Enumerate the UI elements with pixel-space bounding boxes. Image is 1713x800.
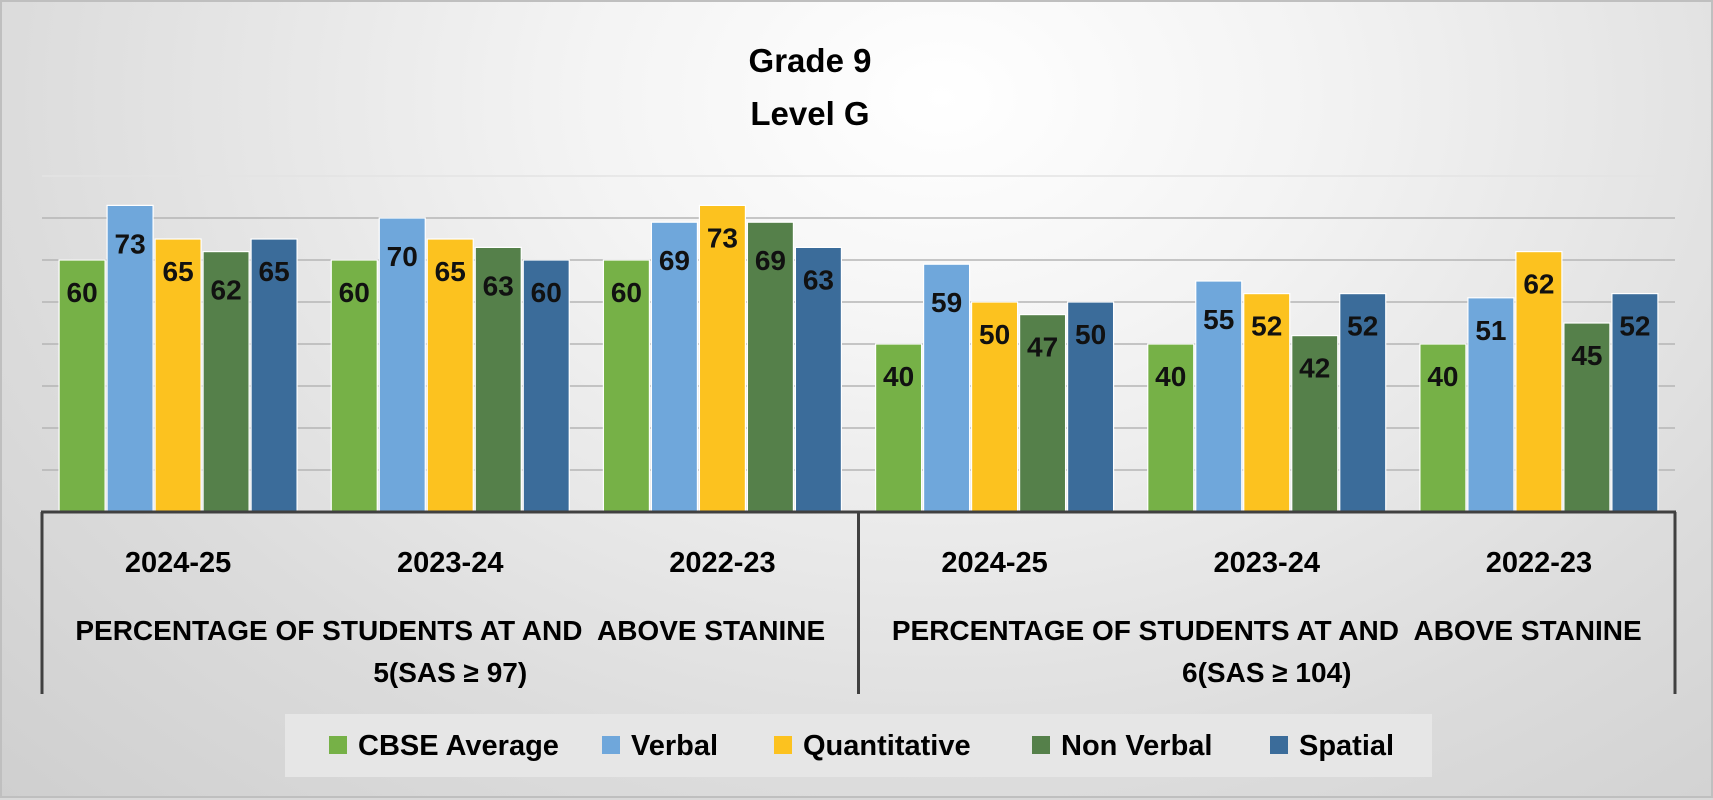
data-label: 73	[707, 222, 738, 253]
bar	[1243, 293, 1291, 513]
data-label: 63	[483, 270, 514, 301]
data-label: 73	[115, 228, 146, 259]
group-label: 5(SAS ≥ 97)	[373, 657, 527, 688]
legend-swatch	[1032, 736, 1050, 754]
data-label: 52	[1619, 311, 1650, 342]
data-label: 62	[211, 275, 242, 306]
legend-background	[285, 714, 1432, 777]
bar	[106, 204, 154, 513]
data-label: 60	[339, 277, 370, 308]
data-label: 69	[659, 245, 690, 276]
bar	[1339, 293, 1387, 513]
data-label: 40	[1427, 361, 1458, 392]
bar	[58, 259, 106, 513]
bar	[746, 221, 795, 513]
data-labels: 60 73 65 62 65 60 70 65 63 60 60 69 73 69 63 40 59 50 47 50…	[67, 222, 1651, 392]
data-label: 50	[1075, 319, 1106, 350]
bar	[970, 301, 1019, 513]
category-label: 2024-25	[125, 547, 231, 579]
data-label: 65	[435, 256, 466, 287]
category-label: 2022-23	[669, 547, 775, 579]
legend-label: Quantitative	[803, 730, 971, 762]
bar	[330, 259, 378, 513]
bar	[378, 217, 426, 513]
data-label: 60	[531, 277, 562, 308]
data-label: 69	[755, 245, 786, 276]
bar	[1563, 322, 1611, 513]
group-label: PERCENTAGE OF STUDENTS AT AND ABOVE STAN…	[75, 615, 825, 646]
bar	[1147, 343, 1195, 513]
data-label: 65	[163, 256, 194, 287]
bar	[922, 263, 971, 513]
chart-title-line-1: Grade 9	[749, 42, 872, 79]
legend-swatch	[602, 736, 620, 754]
data-label: 59	[931, 287, 962, 318]
data-label: 60	[611, 277, 642, 308]
category-label: 2022-23	[1486, 547, 1592, 579]
bar	[522, 259, 570, 513]
chart-title: Grade 9 Level G	[749, 42, 872, 132]
legend-label: Spatial	[1299, 730, 1394, 762]
legend-swatch	[774, 736, 792, 754]
data-label: 40	[1155, 361, 1186, 392]
category-label: 2023-24	[397, 547, 503, 579]
bar	[602, 259, 651, 513]
category-label: 2024-25	[941, 547, 1047, 579]
gridlines	[42, 175, 1675, 471]
bar	[426, 238, 474, 513]
bar	[650, 221, 699, 513]
data-label: 65	[259, 256, 290, 287]
data-label: 52	[1347, 311, 1378, 342]
data-label: 63	[803, 264, 834, 295]
category-label: 2023-24	[1214, 547, 1320, 579]
data-label: 60	[67, 277, 98, 308]
bar	[1467, 297, 1515, 513]
bar	[202, 251, 250, 513]
group-label: PERCENTAGE OF STUDENTS AT AND ABOVE STAN…	[892, 615, 1642, 646]
legend: CBSE Average Verbal Quantitative Non Verbal…	[329, 730, 1394, 762]
legend-swatch	[1270, 736, 1288, 754]
bar	[874, 343, 923, 513]
legend-swatch	[329, 736, 347, 754]
legend-label: Verbal	[631, 730, 718, 762]
bar	[1018, 314, 1067, 513]
data-label: 47	[1027, 332, 1058, 363]
data-label: 51	[1475, 315, 1506, 346]
data-label: 55	[1203, 304, 1234, 335]
data-label: 42	[1299, 353, 1330, 384]
bar	[1066, 301, 1115, 513]
bars	[58, 204, 1659, 513]
data-label: 70	[387, 241, 418, 272]
bar	[1419, 343, 1467, 513]
bar	[154, 238, 202, 513]
legend-label: CBSE Average	[358, 730, 559, 762]
category-axis: 2024-25 2023-24 2022-23 2024-25 2023-24 2022-…	[40, 510, 1677, 694]
legend-label: Non Verbal	[1061, 730, 1213, 762]
data-label: 52	[1251, 311, 1282, 342]
bar	[794, 246, 843, 513]
data-label: 50	[979, 319, 1010, 350]
bar	[250, 238, 298, 513]
data-label: 62	[1523, 269, 1554, 300]
group-label: 6(SAS ≥ 104)	[1182, 657, 1351, 688]
data-label: 45	[1571, 340, 1602, 371]
chart-title-line-2: Level G	[750, 95, 869, 132]
data-label: 40	[883, 361, 914, 392]
